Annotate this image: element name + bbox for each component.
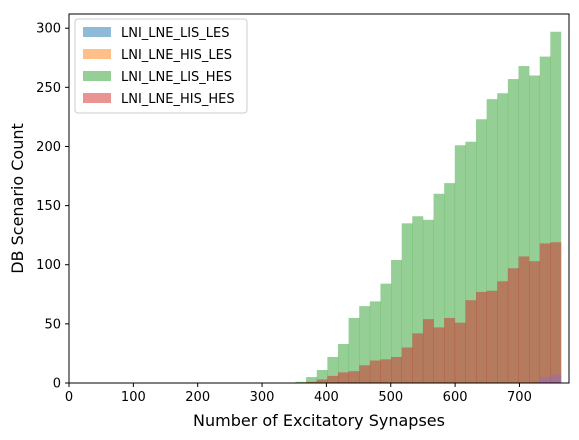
bar-series-3-bin-23 [539, 243, 551, 383]
bar-series-3-bin-20 [507, 268, 519, 383]
x-tick-label: 300 [250, 390, 275, 405]
y-tick-label: 50 [44, 317, 61, 332]
bar-series-2-bin-14 [444, 183, 456, 384]
bar-series-3-bin-21 [518, 256, 530, 383]
legend-swatch [83, 49, 111, 59]
bar-series-3-bin-22 [529, 261, 541, 383]
bar-series-2-bin-17 [476, 119, 487, 383]
bar-series-2-bin-3 [327, 356, 339, 383]
x-axis-ticks: 0 100 200 300 400 500 600 700 [65, 383, 532, 405]
bar-series-2-bin-18 [486, 99, 498, 384]
bar-series-2-bin-23 [539, 56, 551, 383]
legend-frame [74, 18, 248, 114]
legend-swatch [83, 93, 111, 103]
bar-series-2-bin-21 [518, 66, 530, 383]
bar-series-3-bin-8 [380, 359, 392, 383]
bar-series-2-bin-9 [391, 260, 402, 383]
y-tick-label: 200 [36, 140, 61, 155]
bar-series-2-bin-16 [465, 141, 477, 383]
bar-series-3-bin-15 [454, 322, 466, 383]
bar-series-2-bin-1 [306, 377, 318, 383]
bar-series-3-bin-1 [306, 381, 318, 383]
bar-series-3-bin-19 [497, 281, 509, 383]
x-tick-label: 0 [65, 390, 73, 405]
bar-series-2-bin-15 [454, 145, 466, 383]
y-tick-label: 250 [36, 81, 61, 96]
plot-frame [68, 13, 570, 384]
bar-series-3-bin-4 [337, 372, 349, 383]
y-tick-label: 100 [36, 258, 61, 273]
y-tick-label: 0 [53, 377, 61, 392]
bar-series-3-bin-24 [550, 242, 562, 383]
bar-series-2-bin-6 [359, 306, 371, 384]
bar-series-4-bin-0 [539, 377, 551, 383]
bar-series-2-bin-19 [497, 93, 509, 384]
bar-series-2-bin-4 [337, 343, 349, 383]
y-tick-label: 300 [36, 22, 61, 37]
bar-series-2-bin-2 [316, 369, 328, 383]
y-tick-label: 150 [36, 199, 61, 214]
legend-swatch [83, 71, 111, 81]
legend-entry-label: LNI_LNE_HIS_HES [121, 92, 235, 107]
bar-series-3-bin-12 [422, 319, 434, 383]
bar-series-3-bin-3 [327, 375, 339, 383]
bar-series-4-bin-1 [550, 374, 562, 383]
legend: LNI_LNE_LIS_LES LNI_LNE_HIS_LES LNI_LNE_LI… [74, 18, 248, 114]
legend-entry-label: LNI_LNE_LIS_HES [121, 70, 232, 85]
bar-series-3-bin-17 [476, 291, 487, 383]
y-axis-ticks: 0 50 100 150 200 250 300 [36, 22, 69, 392]
bar-series-3-bin-11 [412, 333, 424, 383]
x-tick-label: 700 [507, 390, 532, 405]
bar-series-2-bin-20 [507, 79, 519, 384]
bar-series-2-bin-8 [380, 283, 392, 383]
legend-swatch [83, 27, 111, 37]
bar-series-2-bin-22 [529, 75, 541, 383]
bar-series-2-bin-10 [401, 223, 413, 383]
bar-series-2-bin-24 [550, 31, 562, 384]
bar-series-2-bin-5 [348, 317, 360, 383]
bar-series-3-bin-10 [401, 347, 413, 383]
bar-series-3-bin-13 [433, 327, 445, 383]
bar-series-3-bin-2 [316, 379, 328, 383]
bar-series-2-bin-11 [412, 216, 424, 383]
bar-series-3-bin-6 [359, 365, 371, 383]
x-tick-label: 100 [121, 390, 146, 405]
bar-series-2-bin-12 [422, 219, 434, 383]
x-tick-label: 600 [443, 390, 468, 405]
bar-series-2-bin-7 [369, 301, 381, 383]
x-axis-label: Number of Excitatory Synapses [193, 411, 445, 430]
bar-series-3-bin-16 [465, 300, 477, 383]
bar-series-3-bin-14 [444, 317, 456, 383]
bar-series-3-bin-18 [486, 290, 498, 383]
x-tick-label: 500 [378, 390, 403, 405]
x-tick-label: 400 [314, 390, 339, 405]
legend-entry-label: LNI_LNE_LIS_LES [121, 26, 230, 41]
bars-group [295, 31, 562, 384]
legend-entry-label: LNI_LNE_HIS_LES [121, 48, 232, 63]
x-tick-label: 200 [185, 390, 210, 405]
bar-series-3-bin-9 [391, 356, 402, 383]
y-axis-label: DB Scenario Count [8, 123, 27, 274]
bar-series-2-bin-0 [295, 381, 307, 383]
bar-series-3-bin-7 [369, 360, 381, 383]
bar-series-3-bin-5 [348, 371, 360, 383]
bar-series-2-bin-13 [433, 193, 445, 383]
